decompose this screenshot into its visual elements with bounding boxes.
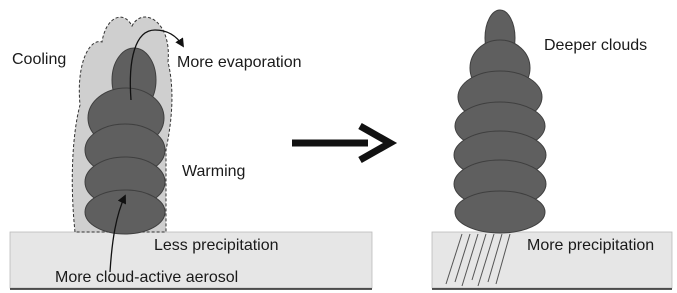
cloud-right (454, 10, 546, 233)
label: Warming (182, 163, 245, 180)
diagram: Cooling More evaporation Warming Less pr… (0, 0, 677, 293)
label: Less precipitation (154, 237, 279, 254)
label: Deeper clouds (544, 37, 647, 54)
label: More evaporation (177, 54, 302, 71)
label: More precipitation (527, 237, 654, 254)
label: Cooling (12, 51, 66, 68)
label: More cloud-active aerosol (55, 269, 238, 286)
